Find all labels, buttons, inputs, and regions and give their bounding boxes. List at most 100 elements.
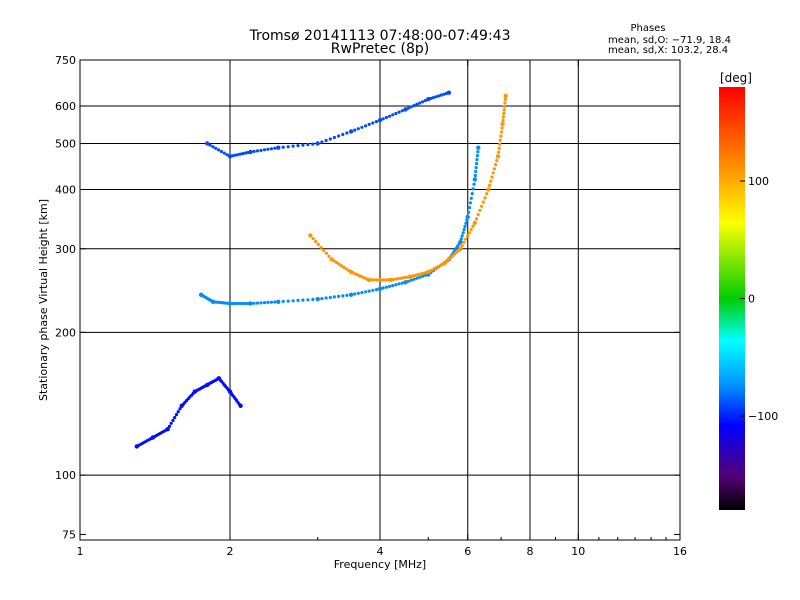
trace-point — [464, 221, 468, 225]
chart-title: Tromsø 20141113 07:48:00-07:49:43 — [249, 28, 511, 44]
data-point — [276, 299, 281, 304]
trace-point — [499, 134, 503, 138]
x-tick-label: 16 — [673, 545, 687, 558]
trace-point — [439, 93, 443, 97]
trace-point — [500, 126, 504, 130]
trace-point — [231, 154, 235, 158]
trace-point — [501, 118, 505, 122]
trace-point — [481, 200, 485, 204]
trace-point — [344, 267, 348, 271]
trace-point — [480, 204, 484, 208]
trace-point — [171, 418, 175, 422]
trace-point — [415, 276, 419, 280]
trace-point — [502, 111, 506, 115]
trace-point — [498, 142, 502, 146]
trace-point — [391, 277, 395, 282]
trace-point — [459, 237, 463, 241]
trace-point — [281, 299, 285, 303]
trace-point — [375, 278, 379, 282]
trace-point — [167, 424, 172, 428]
trace-point — [394, 111, 398, 116]
trace-point — [211, 145, 215, 149]
trace-point — [421, 274, 425, 278]
trace-point — [342, 265, 346, 269]
data-point — [458, 246, 463, 251]
trace-point — [353, 128, 357, 132]
trace-point — [266, 147, 270, 151]
trace-point — [471, 224, 475, 228]
trace-point — [311, 142, 315, 146]
trace-point — [236, 153, 240, 157]
trace-point — [222, 151, 226, 155]
trace-point — [328, 137, 332, 141]
trace-point — [301, 143, 305, 147]
trace-point — [460, 234, 464, 238]
trace-point — [173, 415, 177, 420]
trace-point — [371, 288, 375, 292]
y-tick-label: 100 — [55, 469, 76, 482]
trace-point — [360, 125, 364, 129]
series-low-echoes — [134, 376, 243, 449]
colorbar-label: [deg] — [720, 71, 752, 85]
trace-point — [178, 407, 182, 411]
trace-point — [286, 299, 290, 303]
trace-point — [437, 94, 441, 98]
trace-point — [492, 167, 496, 171]
trace-point — [337, 294, 341, 298]
trace-point — [332, 259, 336, 263]
trace-point — [502, 104, 507, 108]
trace-point — [319, 245, 323, 249]
legend-o-stats: mean, sd,O: −71.9, 18.4 — [608, 35, 731, 46]
trace-point — [400, 109, 404, 113]
trace-point — [214, 146, 218, 150]
trace-point — [273, 300, 277, 304]
data-point — [348, 129, 354, 134]
data-point — [348, 292, 354, 297]
data-point — [495, 154, 501, 159]
trace-point — [503, 97, 507, 101]
y-tick-label: 75 — [62, 528, 76, 541]
trace-point — [502, 108, 506, 112]
trace-point — [418, 275, 422, 279]
data-point — [476, 145, 481, 150]
trace-point — [380, 278, 384, 282]
data-point — [276, 145, 281, 150]
trace-point — [306, 298, 310, 302]
data-point — [472, 177, 477, 182]
data-point — [238, 403, 243, 408]
colorbar-ticks: 100 0 −100 — [740, 175, 778, 423]
trace-point — [269, 147, 273, 151]
trace-point — [466, 234, 470, 238]
trace-point — [406, 279, 410, 283]
trace-point — [371, 121, 375, 125]
trace-point — [332, 295, 336, 299]
trace-point — [316, 242, 320, 246]
trace-point — [233, 153, 237, 157]
trace-point — [412, 277, 416, 281]
trace-point — [400, 281, 404, 285]
trace-point — [406, 106, 410, 110]
trace-point — [252, 301, 256, 305]
y-tick-label: 400 — [55, 184, 76, 197]
y-axis-label: Stationary phase Virtual Height [km] — [37, 199, 50, 401]
colorbar-tick-label: 100 — [748, 175, 769, 188]
trace-point — [421, 100, 425, 104]
trace-point — [391, 113, 395, 117]
legend-x-stats: mean, sd,X: 103.2, 28.4 — [608, 45, 728, 56]
data-point — [227, 301, 233, 306]
x-tick-label: 4 — [377, 545, 384, 558]
trace-point — [370, 278, 374, 282]
trace-point — [478, 208, 482, 212]
trace-point — [169, 421, 173, 425]
data-point — [248, 149, 253, 155]
trace-point — [467, 231, 471, 235]
trace-point — [345, 131, 349, 135]
trace-point — [494, 163, 498, 167]
chart-subtitle: RwPretec (8p) — [331, 41, 429, 57]
trace-point — [469, 227, 473, 232]
trace-point — [337, 134, 341, 138]
trace-point — [472, 182, 476, 186]
y-tick-label: 300 — [55, 243, 76, 256]
trace-point — [337, 262, 341, 266]
